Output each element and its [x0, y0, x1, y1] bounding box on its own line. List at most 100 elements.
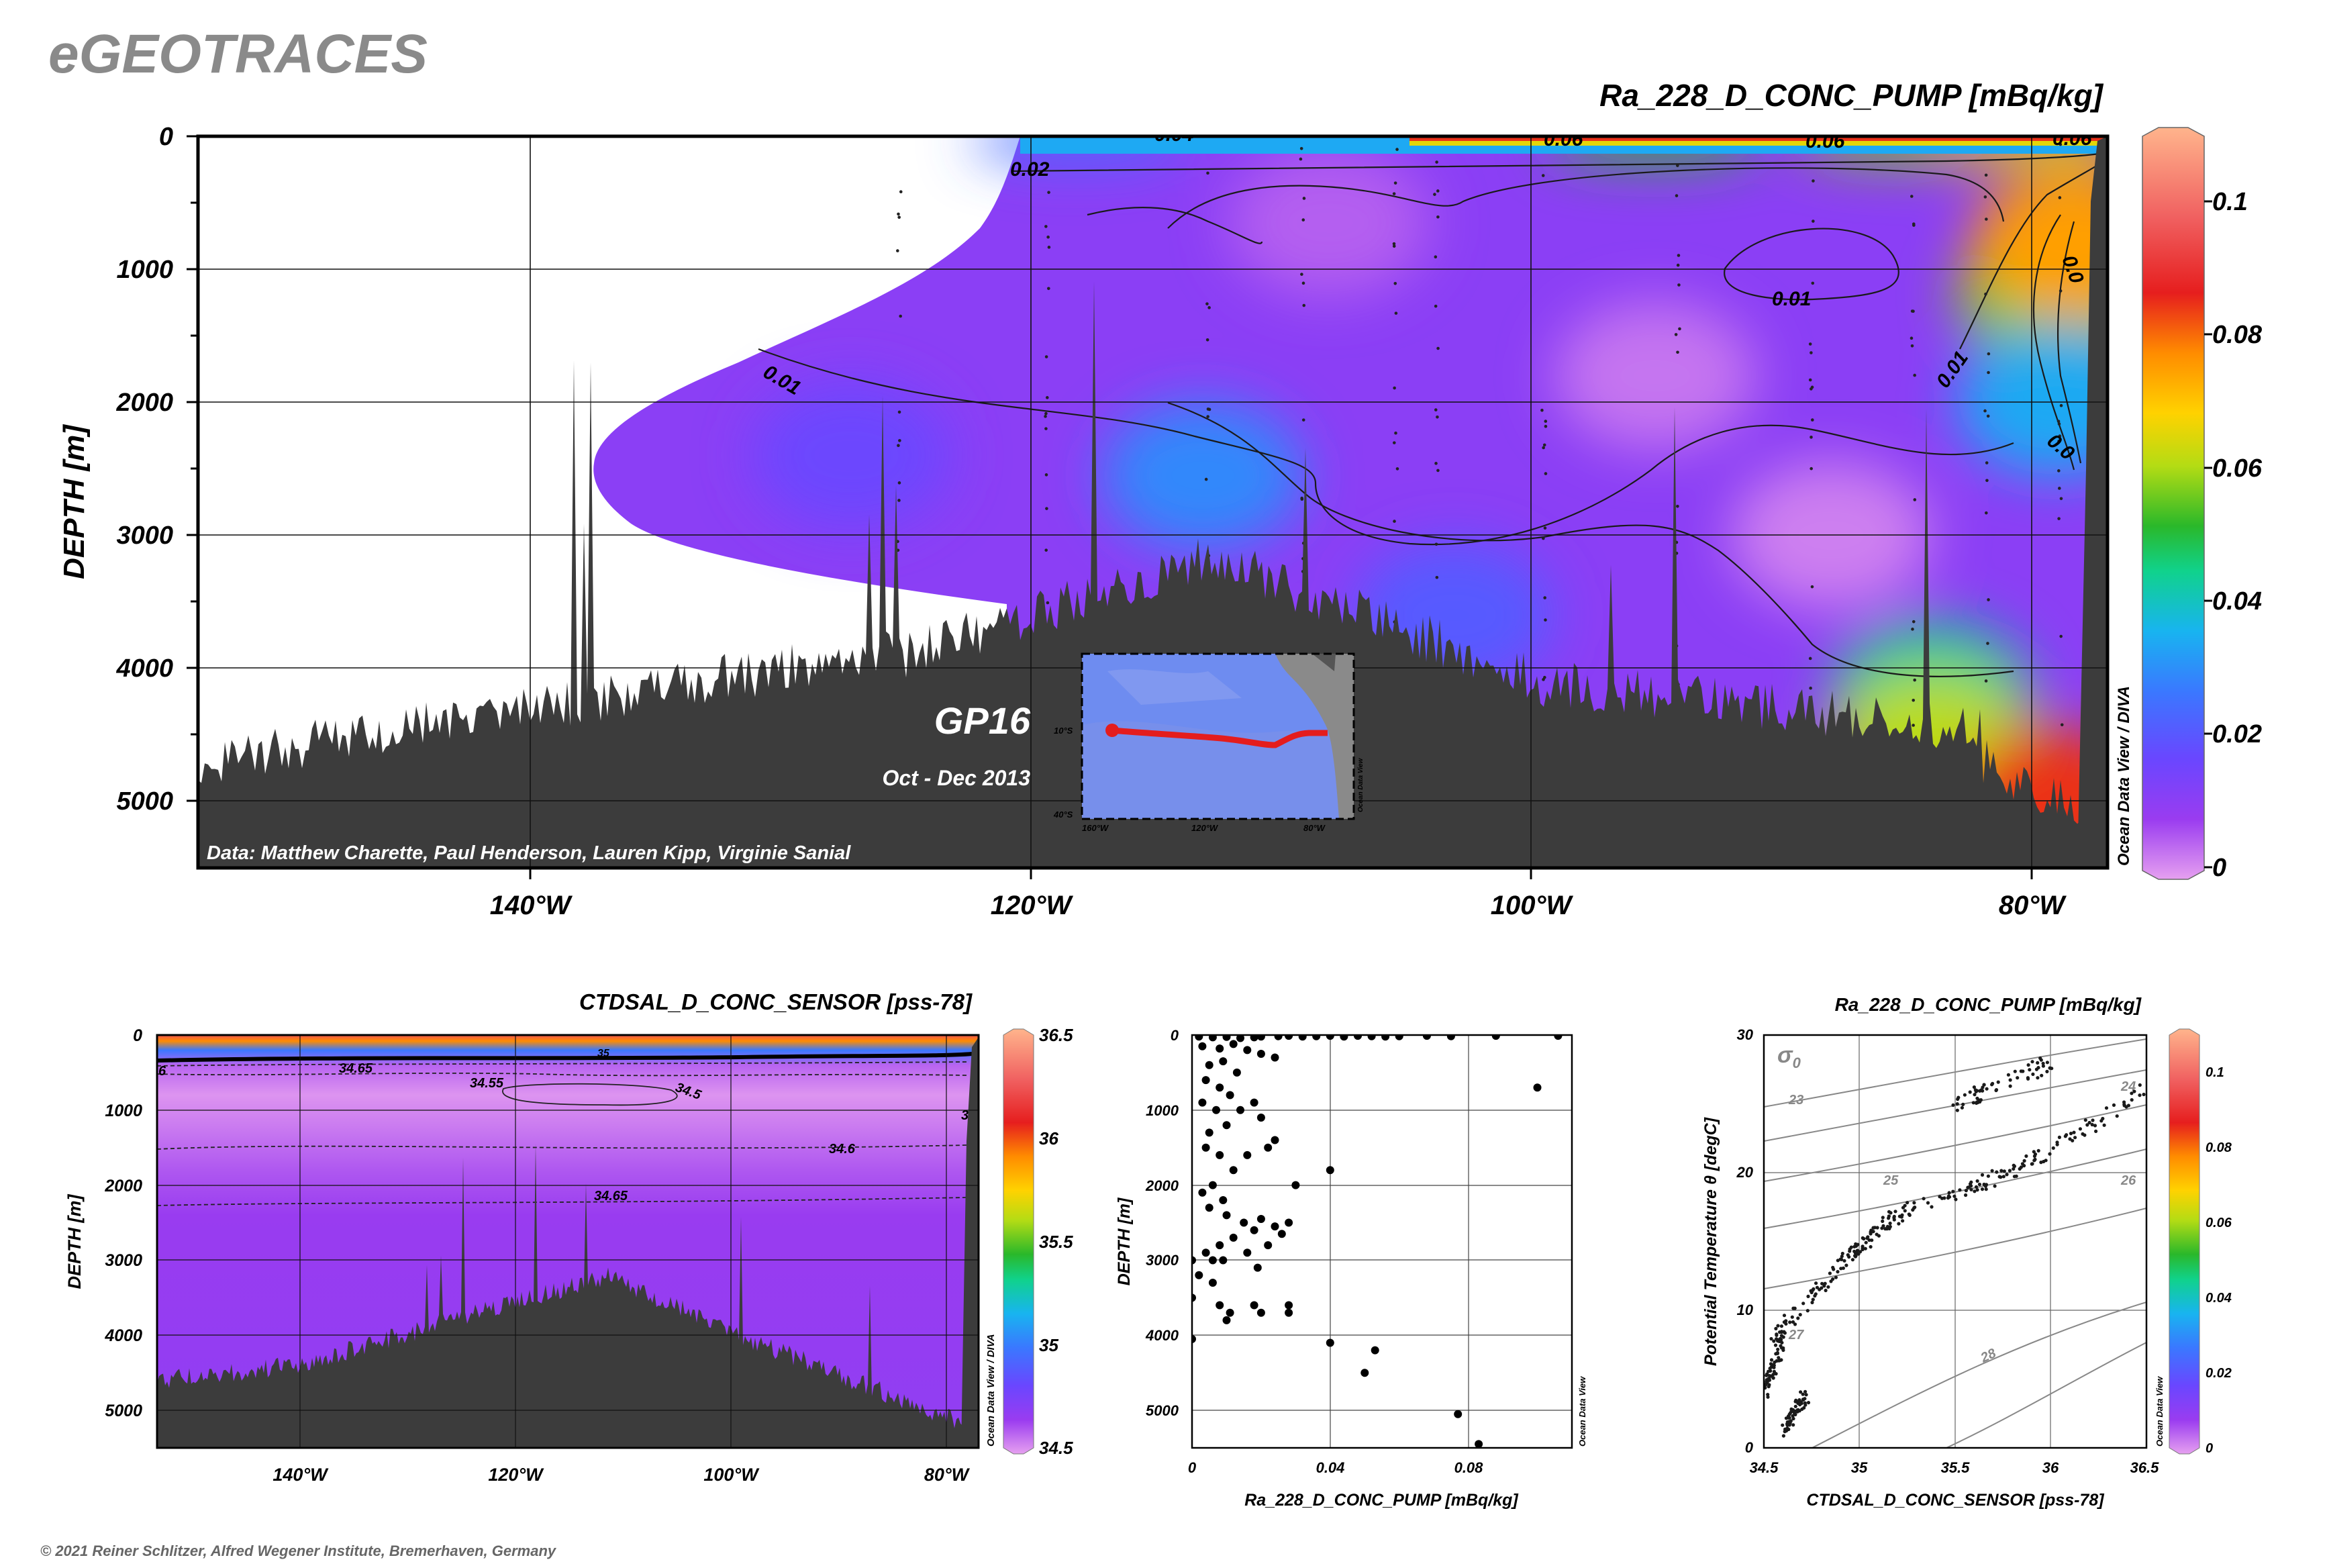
ts-point [1977, 1098, 1981, 1102]
isopycnal-label: 27 [1788, 1328, 1804, 1342]
ts-point [1806, 1294, 1810, 1298]
sample-dot [1434, 462, 1438, 465]
colorbar-tick-label: 0.04 [2206, 1291, 2232, 1306]
sample-dot [1435, 575, 1439, 579]
ts-point [2132, 1089, 2136, 1093]
ts-point [1887, 1210, 1891, 1214]
colorbar-tick-label: 0.06 [2206, 1216, 2232, 1230]
profile-point [1226, 1091, 1234, 1099]
sample-dot [1395, 148, 1399, 151]
salinity-title: CTDSAL_D_CONC_SENSOR [pss-78] [579, 989, 973, 1014]
profile-point [1216, 1044, 1224, 1053]
sample-dot [1044, 355, 1048, 358]
contour-label: 34.65 [339, 1061, 373, 1076]
ts-point [1765, 1379, 1769, 1383]
main-side-credit: Ocean Data View / DIVA [2115, 686, 2133, 866]
y-tick-label: 4000 [104, 1326, 142, 1345]
ts-point [1775, 1351, 1779, 1355]
ts-point [1804, 1393, 1808, 1397]
inset-lon-label: 120°W [1191, 823, 1219, 833]
ts-point [1803, 1389, 1808, 1393]
sample-dot [1912, 698, 1916, 702]
ts-point [2022, 1164, 2026, 1168]
colorbar-tick-label: 0.06 [2212, 454, 2263, 483]
profile-point [1226, 1308, 1234, 1317]
profile-point [1219, 1256, 1228, 1265]
ts-point [1764, 1383, 1768, 1387]
sample-dot [1205, 302, 1209, 305]
ts-point [1791, 1306, 1795, 1310]
ts-point [1784, 1416, 1788, 1420]
ts-point [2040, 1073, 2044, 1077]
profile-y-ticklabels: 0 1000 2000 3000 4000 5000 [1145, 1027, 1179, 1419]
contour-label: 0.06 [2052, 128, 2092, 150]
ts-point [2031, 1072, 2035, 1076]
profile-point [1229, 1040, 1238, 1048]
ts-point [1796, 1316, 1800, 1320]
ts-point [2085, 1123, 2089, 1127]
ts-point [1863, 1246, 1867, 1251]
ts-point [1820, 1281, 1824, 1285]
inset-lon-label: 160°W [1082, 823, 1109, 833]
ts-point [2083, 1133, 2087, 1137]
sample-dot [2059, 403, 2063, 407]
ts-point [1908, 1213, 1912, 1217]
sigma-label: σ0 [1777, 1042, 1801, 1071]
ts-point [1772, 1369, 1776, 1373]
y-tick-label: 5000 [1146, 1402, 1179, 1419]
profile-grid [1192, 1035, 1572, 1448]
sample-dot [2057, 439, 2061, 443]
ts-point [1951, 1189, 1955, 1193]
sample-dot [1910, 336, 1914, 340]
x-tick-label: 35 [1851, 1459, 1868, 1476]
sample-dot [2059, 289, 2063, 293]
sample-dot [1676, 263, 1680, 267]
ts-point [1990, 1169, 1994, 1173]
ts-point [2130, 1098, 2134, 1102]
sample-dot [1810, 467, 1813, 471]
sample-dot [1913, 678, 1916, 682]
sample-dot [1436, 346, 1440, 350]
ts-side-credit: Ocean Data View [2155, 1376, 2165, 1447]
main-contours [758, 152, 2105, 677]
sample-dot [1047, 246, 1051, 249]
ts-point [1834, 1275, 1838, 1279]
ts-point [1971, 1101, 1975, 1105]
sample-dot [1675, 194, 1679, 197]
ts-point [2048, 1066, 2052, 1070]
profile-point [1256, 1308, 1265, 1317]
main-section-plot: 0.02 0.04 0.06 0.06 0.06 0.01 0.01 0.01 … [58, 123, 2263, 920]
profile-point [1198, 1098, 1207, 1107]
ts-point [1831, 1277, 1835, 1281]
ts-point [1887, 1214, 1891, 1218]
sample-dot [1913, 373, 1916, 377]
ts-point [1781, 1423, 1785, 1427]
ts-point [1969, 1187, 1973, 1191]
profile-point [1285, 1301, 1293, 1310]
ts-point [1990, 1083, 1994, 1087]
profile-point [1381, 1035, 1390, 1041]
sample-dot [1912, 222, 1916, 226]
profile-point [1554, 1035, 1563, 1040]
sample-dot [1434, 304, 1438, 308]
sample-dot [1543, 526, 1547, 530]
ts-point [2024, 1154, 2028, 1158]
ts-point [1801, 1302, 1805, 1306]
ts-point [1775, 1359, 1779, 1363]
sample-dot [1910, 195, 1914, 198]
profile-point [1208, 1181, 1217, 1189]
sample-dot [2057, 422, 2061, 426]
x-tick-label: 35.5 [1941, 1459, 1971, 1476]
profile-point [1256, 1114, 1265, 1122]
ts-point [1814, 1292, 1818, 1296]
ts-point [1812, 1287, 1816, 1291]
ts-point [1968, 1182, 1973, 1186]
profile-frame [1191, 1034, 1573, 1449]
data-credit: Data: Matthew Charette, Paul Henderson, … [207, 842, 851, 864]
sample-dot [1046, 601, 1050, 605]
colorbar-tick-label: 0.04 [2212, 587, 2262, 616]
x-tick-label: 120°W [488, 1465, 544, 1485]
ts-point [2030, 1060, 2034, 1064]
ts-point [1881, 1219, 1885, 1223]
